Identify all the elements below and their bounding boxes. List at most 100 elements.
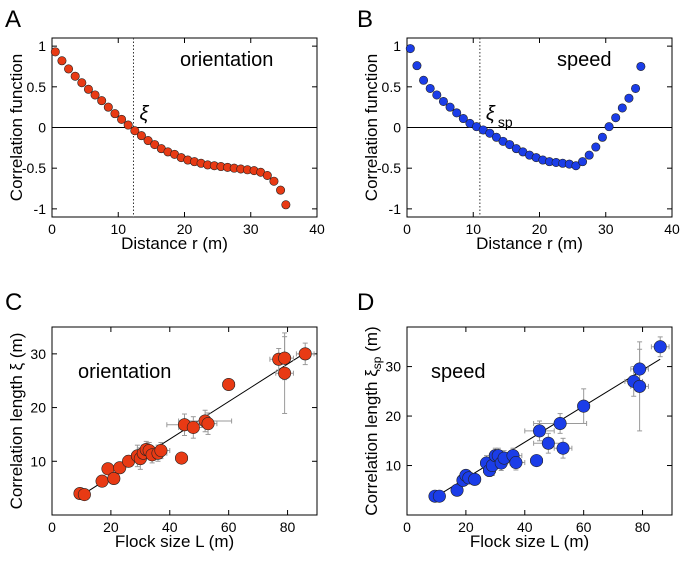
data-point (123, 120, 133, 130)
panel-annotation: orientation (180, 49, 273, 71)
data-point (445, 102, 455, 112)
data-point (604, 122, 614, 132)
x-tick-label: 30 (598, 221, 614, 237)
panel-c: C 0 20 40 60 80 10 20 30 orientation Flock size L … (5, 289, 318, 551)
y-tick-label: 0.5 (382, 79, 402, 95)
data-point (64, 64, 74, 74)
data-point (438, 96, 448, 106)
data-point (584, 150, 594, 160)
data-point (450, 483, 464, 497)
data-point (143, 136, 153, 146)
y-tick-label: 0 (393, 120, 401, 136)
x-tick-label: 20 (458, 519, 474, 535)
data-point (636, 61, 646, 71)
y-axis-label-main: Correlation length ξ (362, 369, 381, 516)
data-point (485, 128, 495, 138)
data-point (95, 474, 109, 488)
data-point (262, 171, 272, 181)
x-tick-label: 0 (48, 519, 56, 535)
data-point (432, 90, 442, 100)
y-tick-label: 20 (30, 400, 46, 416)
data-point (577, 399, 591, 413)
xi-label: ξ (139, 103, 149, 125)
data-point (278, 366, 292, 380)
data-point (186, 420, 200, 434)
x-tick-label: 20 (177, 221, 193, 237)
panel-annotation: speed (431, 361, 486, 383)
data-point (222, 377, 236, 391)
y-tick-label: -0.5 (377, 160, 401, 176)
data-point (458, 114, 468, 124)
data-point (633, 362, 647, 376)
data-point (97, 96, 107, 106)
data-point (107, 471, 121, 485)
x-axis-label: Distance r (m) (476, 234, 583, 253)
data-point (117, 114, 127, 124)
data-point (505, 140, 515, 150)
y-axis-label-main: Correlation function (7, 54, 26, 201)
y-tick-label: 10 (30, 453, 46, 469)
data-point (611, 113, 621, 123)
panel-d: D 0 20 40 60 80 10 20 30 speed Flock size L (m) Cor… (357, 289, 673, 551)
data-point (653, 340, 667, 354)
data-point (83, 84, 93, 94)
data-point (633, 379, 647, 393)
x-tick-label: 10 (110, 221, 126, 237)
x-tick-label: 20 (103, 519, 119, 535)
y-axis-label: Correlation length ξ (m) (7, 333, 26, 510)
data-point (269, 176, 279, 186)
y-tick-label: -1 (34, 201, 47, 217)
data-point (130, 126, 140, 136)
data-point (491, 132, 501, 142)
data-point (405, 44, 415, 54)
data-point (509, 456, 523, 470)
x-tick-label: 0 (48, 221, 56, 237)
x-tick-label: 0 (403, 221, 411, 237)
x-tick-label: 80 (635, 519, 651, 535)
data-point (578, 157, 588, 167)
data-point (412, 61, 422, 71)
y-tick-label: 20 (385, 408, 401, 424)
data-point (617, 103, 627, 113)
x-tick-label: 40 (162, 519, 178, 535)
y-axis-label: Correlation function (362, 54, 381, 201)
data-point (276, 185, 286, 195)
data-point (571, 161, 581, 171)
y-axis-label-subscript: sp (370, 356, 384, 369)
panel-a: A 0 10 20 30 40 -1 -0.5 0 0.5 1 ξ orientation Distanc… (5, 6, 325, 253)
y-tick-label: 0.5 (27, 79, 47, 95)
x-axis-label: Distance r (m) (121, 234, 228, 253)
data-point (90, 90, 100, 100)
y-axis-label: Correlation function (7, 54, 26, 201)
y-tick-label: -1 (389, 201, 402, 217)
data-point (556, 441, 570, 455)
data-point (432, 489, 446, 503)
y-axis-label-main: Correlation function (362, 54, 381, 201)
data-point (57, 56, 67, 66)
y-axis-label-main: Correlation length ξ (m) (7, 333, 26, 510)
data-point (298, 347, 312, 361)
xi-label: ξ (486, 103, 496, 125)
data-point (103, 102, 113, 112)
panel-letter: A (5, 6, 21, 33)
x-tick-label: 10 (465, 221, 481, 237)
data-point (50, 47, 60, 57)
data-point (201, 417, 215, 431)
data-point (530, 454, 544, 468)
y-tick-label: -0.5 (22, 160, 46, 176)
data-point (175, 451, 189, 465)
data-point (468, 472, 482, 486)
y-tick-label: 0 (38, 120, 46, 136)
data-point (278, 351, 292, 365)
panel-letter: C (5, 289, 22, 316)
x-tick-label: 80 (280, 519, 296, 535)
data-point (77, 78, 87, 88)
y-tick-label: 30 (30, 346, 46, 362)
x-tick-label: 20 (532, 221, 548, 237)
data-point (281, 200, 291, 210)
panel-annotation: orientation (78, 361, 171, 383)
x-tick-label: 60 (221, 519, 237, 535)
panel-letter: D (357, 289, 374, 316)
data-point (70, 71, 80, 81)
